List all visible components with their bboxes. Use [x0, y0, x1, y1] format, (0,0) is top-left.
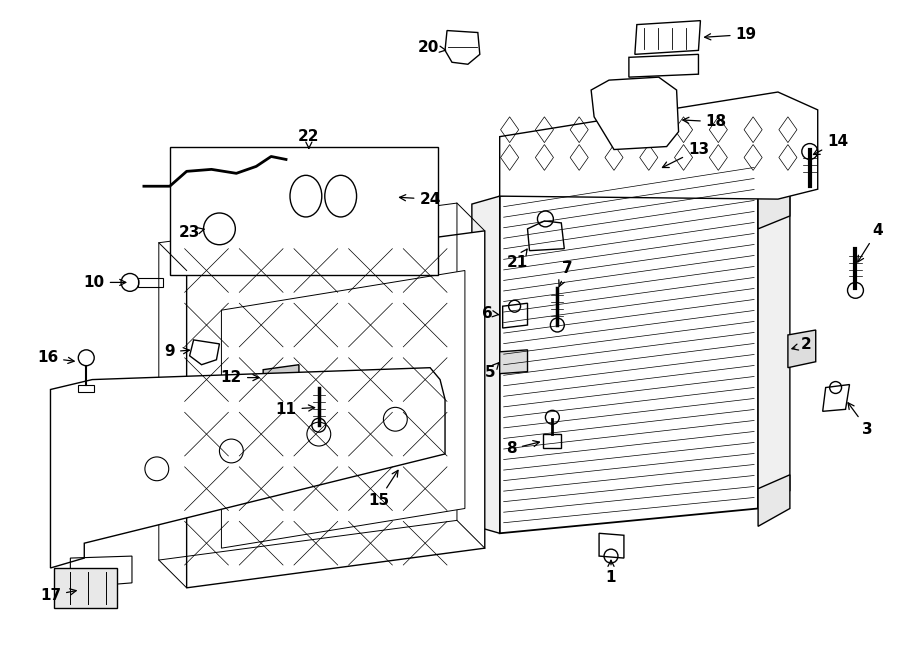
- Polygon shape: [186, 231, 485, 588]
- Text: 12: 12: [220, 370, 259, 385]
- Polygon shape: [503, 303, 527, 328]
- Polygon shape: [758, 157, 790, 508]
- Bar: [544, 434, 562, 448]
- Text: 2: 2: [792, 337, 811, 352]
- Polygon shape: [527, 221, 564, 251]
- Text: 15: 15: [368, 471, 398, 508]
- Text: 23: 23: [179, 225, 204, 241]
- Text: 20: 20: [418, 40, 446, 55]
- Polygon shape: [445, 30, 480, 64]
- Polygon shape: [472, 196, 500, 533]
- Polygon shape: [500, 350, 527, 373]
- Text: 17: 17: [40, 588, 76, 603]
- Polygon shape: [500, 157, 758, 533]
- Bar: [138, 278, 163, 288]
- Text: 13: 13: [662, 142, 709, 167]
- Text: 16: 16: [37, 350, 74, 366]
- Polygon shape: [788, 330, 815, 368]
- Bar: [170, 147, 438, 276]
- Polygon shape: [500, 92, 818, 199]
- Polygon shape: [591, 77, 679, 149]
- Polygon shape: [50, 368, 445, 568]
- Text: 18: 18: [683, 114, 727, 130]
- Text: 14: 14: [814, 134, 848, 155]
- Polygon shape: [758, 183, 790, 229]
- Text: 24: 24: [400, 192, 441, 207]
- Polygon shape: [55, 568, 117, 607]
- Polygon shape: [823, 385, 850, 411]
- Text: 21: 21: [507, 249, 528, 270]
- Bar: [78, 385, 94, 393]
- Text: 11: 11: [275, 402, 315, 417]
- Text: 9: 9: [165, 344, 189, 360]
- Text: 7: 7: [559, 261, 572, 286]
- Text: 4: 4: [858, 223, 883, 262]
- Polygon shape: [634, 20, 700, 54]
- Text: 22: 22: [298, 129, 320, 148]
- Text: 10: 10: [84, 275, 126, 290]
- Polygon shape: [221, 270, 465, 548]
- Polygon shape: [758, 475, 790, 526]
- Text: 1: 1: [606, 561, 616, 586]
- Text: 8: 8: [507, 441, 539, 457]
- Text: 5: 5: [484, 363, 499, 380]
- Text: 3: 3: [848, 403, 873, 437]
- Polygon shape: [190, 340, 220, 365]
- Text: 19: 19: [705, 27, 757, 42]
- Polygon shape: [263, 365, 299, 389]
- Text: 6: 6: [482, 305, 499, 321]
